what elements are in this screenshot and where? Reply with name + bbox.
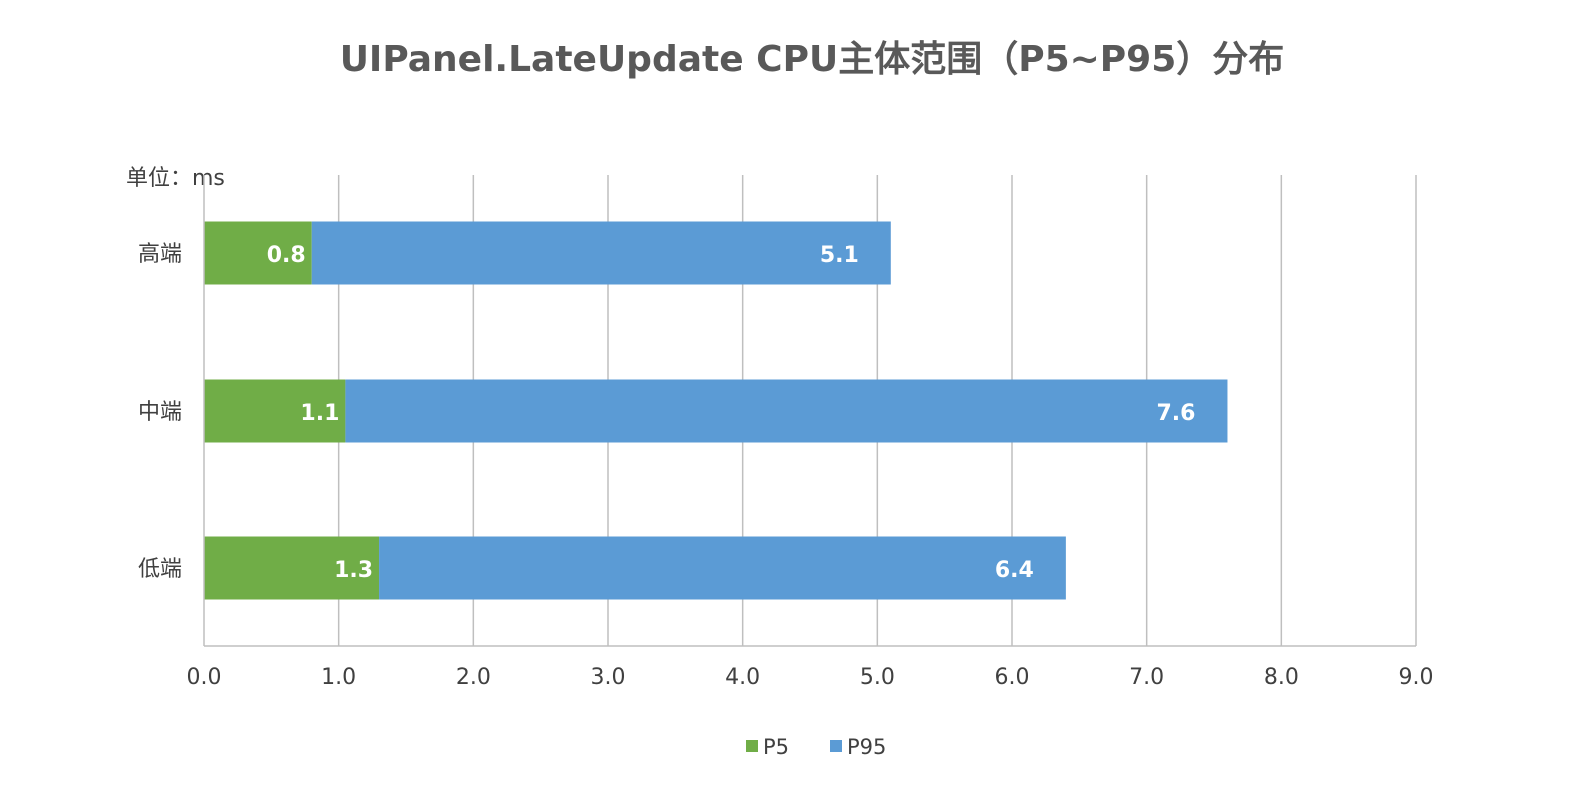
bar-p5 [204, 536, 380, 600]
data-label-p5: 1.1 [300, 401, 339, 426]
x-tick-label: 5.0 [860, 665, 895, 690]
data-label-p5: 1.3 [334, 558, 373, 583]
bar-p95 [311, 221, 891, 285]
data-label-p95: 5.1 [820, 243, 859, 268]
bars: 0.8 5.1 1.1 7.6 1.3 6.4 [204, 221, 1228, 600]
legend-label: P95 [847, 735, 886, 759]
data-label-p5: 0.8 [267, 243, 306, 268]
bar-p5 [204, 221, 312, 285]
x-tick-label: 7.0 [1129, 665, 1164, 690]
legend-swatch [830, 740, 842, 752]
legend: P5 P95 [746, 735, 886, 759]
data-label-p95: 7.6 [1156, 401, 1195, 426]
x-tick-label: 6.0 [995, 665, 1030, 690]
legend-swatch [746, 740, 758, 752]
legend-label: P5 [763, 735, 789, 759]
x-tick-label: 4.0 [725, 665, 760, 690]
data-label-p95: 6.4 [995, 558, 1034, 583]
x-tick-label: 0.0 [187, 665, 222, 690]
x-tick-label: 2.0 [456, 665, 491, 690]
bar-p5 [204, 379, 346, 443]
x-tick-label: 3.0 [591, 665, 626, 690]
x-tick-label: 8.0 [1264, 665, 1299, 690]
bar-p95 [379, 536, 1066, 600]
category-label: 低端 [138, 557, 182, 582]
x-tick-label: 9.0 [1399, 665, 1434, 690]
chart-title: UIPanel.LateUpdate CPU主体范围（P5~P95）分布 [340, 39, 1285, 80]
category-label: 中端 [138, 400, 182, 425]
unit-label: 单位：ms [126, 166, 225, 191]
category-label: 高端 [138, 242, 182, 267]
bar-p95 [345, 379, 1228, 443]
x-tick-label: 1.0 [321, 665, 356, 690]
